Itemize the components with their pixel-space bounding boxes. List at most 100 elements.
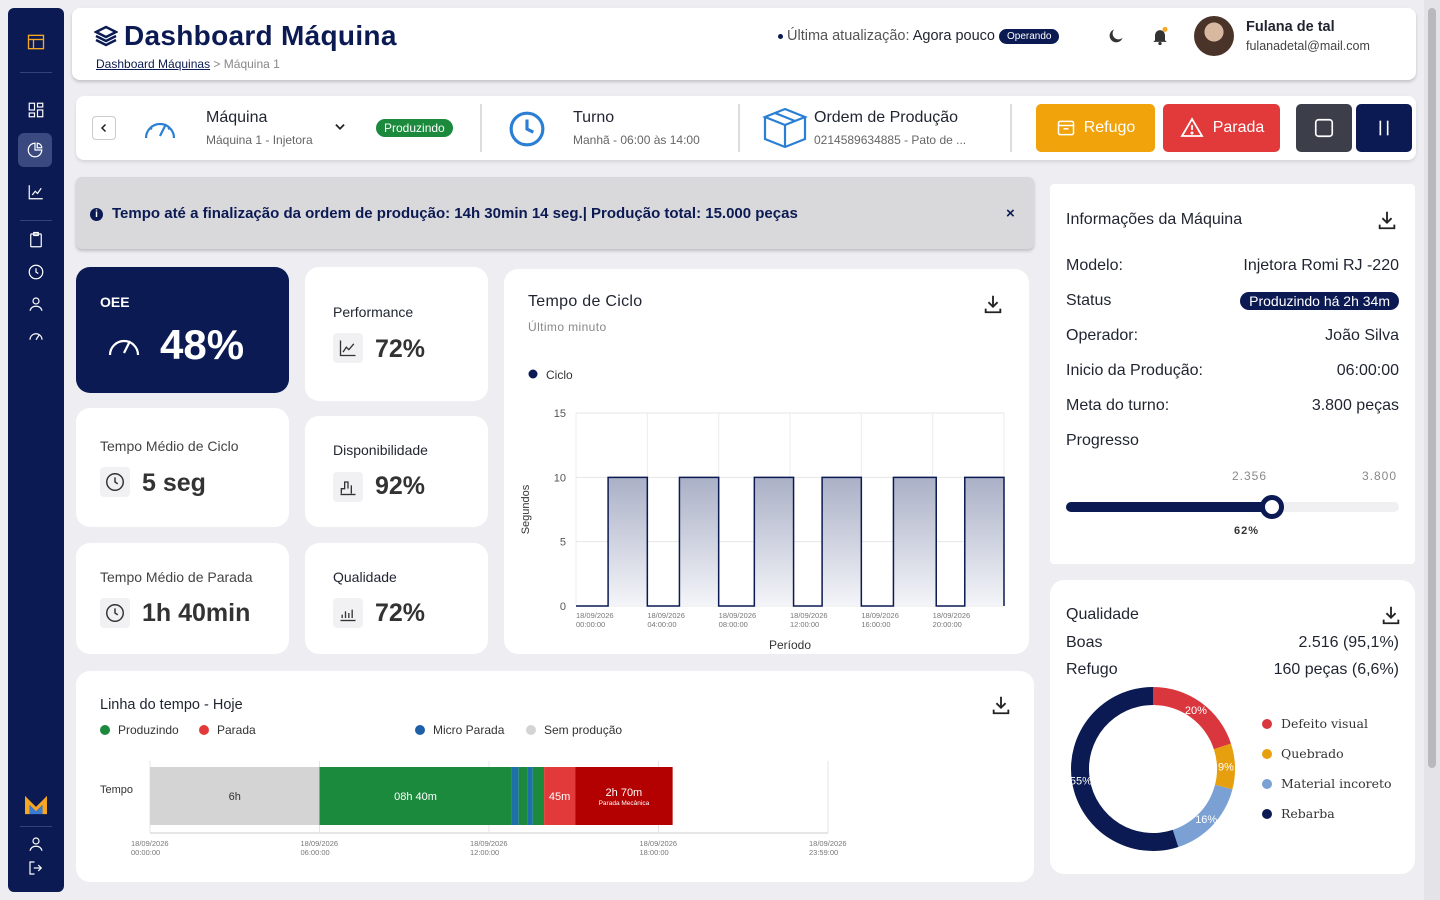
x-tick-label: 18/09/2026 bbox=[640, 839, 678, 848]
quality-bars-icon bbox=[333, 598, 363, 628]
timeline-segment-label: 45m bbox=[549, 791, 570, 803]
y-axis-label: Segundos bbox=[520, 484, 532, 534]
goal-row: Meta do turno: 3.800 peças bbox=[1066, 397, 1399, 415]
y-tick-label: 15 bbox=[554, 408, 566, 420]
layers-icon bbox=[93, 24, 119, 53]
machine-dropdown[interactable] bbox=[332, 120, 348, 139]
download-icon[interactable] bbox=[1380, 604, 1402, 631]
refugo-label: Refugo bbox=[1083, 119, 1136, 136]
availability-value: 92% bbox=[375, 472, 426, 500]
x-tick-label: 18/09/2026 bbox=[790, 611, 828, 620]
download-icon[interactable] bbox=[982, 293, 1004, 320]
legend-label: Ciclo bbox=[546, 368, 573, 382]
scrap-label: Refugo bbox=[1066, 661, 1118, 678]
breadcrumb-link[interactable]: Dashboard Máquinas bbox=[96, 57, 211, 71]
x-tick-label: 06:00:00 bbox=[301, 848, 330, 857]
x-tick-label: 18/09/2026 bbox=[301, 839, 339, 848]
user-name: Fulana de tal bbox=[1246, 19, 1335, 35]
shift-label: Turno bbox=[573, 109, 615, 126]
download-icon[interactable] bbox=[1376, 209, 1398, 236]
timeline-chart: Produzindo Parada Micro Parada Sem produção… bbox=[100, 723, 847, 857]
stop-avg-value: 1h 40min bbox=[142, 599, 251, 627]
progress-fill bbox=[1066, 502, 1273, 512]
scrollbar-thumb[interactable] bbox=[1428, 8, 1436, 768]
clipboard-icon[interactable] bbox=[24, 228, 48, 252]
dashboard-icon[interactable] bbox=[24, 98, 48, 122]
quality-kpi-card: Qualidade 72% bbox=[305, 543, 488, 654]
page-title: Dashboard Máquina bbox=[124, 20, 397, 51]
cycle-series-line bbox=[576, 476, 1005, 607]
machine-value: Máquina 1 - Injetora bbox=[206, 133, 313, 147]
chevron-left-icon bbox=[100, 123, 107, 133]
gauge-icon[interactable] bbox=[24, 324, 48, 348]
status-row: Status Produzindo há 2h 34m bbox=[1066, 292, 1399, 310]
donut-slice-label: 16% bbox=[1195, 814, 1217, 826]
cycle-area bbox=[893, 477, 937, 606]
good-value: 2.516 (95,1%) bbox=[1298, 634, 1399, 651]
legend-dot bbox=[415, 725, 425, 735]
speedometer-icon bbox=[142, 112, 178, 147]
cycle-area bbox=[964, 477, 1004, 606]
stop-icon bbox=[1314, 118, 1334, 138]
alert-text: Tempo até a finalização da ordem de prod… bbox=[112, 205, 798, 222]
clock-icon bbox=[100, 598, 130, 628]
timeline-segment-label: 6h bbox=[229, 791, 241, 803]
progress-thumb[interactable] bbox=[1260, 495, 1285, 519]
quality-title: Qualidade bbox=[1066, 606, 1139, 623]
stop-avg-label: Tempo Médio de Parada bbox=[100, 569, 253, 585]
timeline-segment bbox=[527, 767, 533, 825]
cycle-avg-value: 5 seg bbox=[142, 469, 206, 497]
timeline-segment-sublabel: Parada Mecânica bbox=[599, 800, 650, 807]
operator-icon[interactable] bbox=[24, 292, 48, 316]
clock-icon[interactable] bbox=[24, 260, 48, 284]
machine-status-badge: Produzindo bbox=[376, 119, 453, 137]
x-tick-label: 18/09/2026 bbox=[809, 839, 847, 848]
start-label: Inicio da Produção: bbox=[1066, 362, 1203, 379]
x-tick-label: 18:00:00 bbox=[640, 848, 669, 857]
donut-slice-label: 55% bbox=[1070, 775, 1092, 787]
x-tick-label: 18/09/2026 bbox=[131, 839, 169, 848]
x-tick-label: 18/09/2026 bbox=[861, 611, 899, 620]
legend-dot bbox=[1262, 719, 1272, 729]
warning-icon bbox=[1180, 117, 1204, 137]
x-tick-label: 18/09/2026 bbox=[647, 611, 685, 620]
close-icon[interactable]: × bbox=[1006, 205, 1015, 222]
stop-button[interactable] bbox=[1296, 104, 1352, 152]
timeline-segment bbox=[575, 767, 673, 825]
machine-info-card: Informações da Máquina Modelo: Injetora R… bbox=[1050, 184, 1415, 564]
good-label: Boas bbox=[1066, 634, 1103, 651]
cycle-avg-label: Tempo Médio de Ciclo bbox=[100, 438, 239, 454]
user-icon[interactable] bbox=[24, 832, 48, 856]
trash-box-icon bbox=[1057, 120, 1074, 136]
legend-dot bbox=[1262, 779, 1272, 789]
timeline-segment bbox=[150, 767, 320, 825]
cycle-area bbox=[822, 477, 862, 606]
line-chart-icon bbox=[333, 333, 363, 363]
x-tick-label: 18/09/2026 bbox=[719, 611, 757, 620]
refugo-button[interactable]: Refugo bbox=[1036, 104, 1155, 152]
x-tick-label: 08:00:00 bbox=[719, 620, 748, 629]
moon-icon[interactable] bbox=[1106, 26, 1126, 51]
layout-icon[interactable] bbox=[24, 30, 48, 54]
oee-label: OEE bbox=[100, 294, 130, 310]
pie-chart-icon[interactable] bbox=[18, 133, 52, 167]
breadcrumb: Dashboard Máquinas > Máquina 1 bbox=[96, 57, 280, 71]
x-tick-label: 18/09/2026 bbox=[933, 611, 971, 620]
pause-button[interactable] bbox=[1356, 104, 1412, 152]
availability-card: Disponibilidade 92% bbox=[305, 416, 488, 527]
avatar[interactable] bbox=[1194, 16, 1234, 56]
scrollbar-track[interactable] bbox=[1424, 0, 1440, 900]
performance-card: Performance 72% bbox=[305, 267, 488, 401]
goal-label: Meta do turno: bbox=[1066, 397, 1170, 414]
back-button[interactable] bbox=[92, 116, 116, 140]
user-email: fulanadetal@mail.com bbox=[1246, 39, 1370, 53]
logout-icon[interactable] bbox=[24, 856, 48, 880]
quality-kpi-value: 72% bbox=[375, 599, 426, 627]
timeline-title: Linha do tempo - Hoje bbox=[100, 697, 243, 713]
parada-button[interactable]: Parada bbox=[1163, 104, 1280, 152]
bell-icon[interactable] bbox=[1150, 26, 1170, 51]
download-icon[interactable] bbox=[990, 694, 1012, 721]
operator-row: Operador: João Silva bbox=[1066, 327, 1399, 345]
clock-icon bbox=[508, 110, 546, 153]
bar-chart-icon[interactable] bbox=[24, 180, 48, 204]
